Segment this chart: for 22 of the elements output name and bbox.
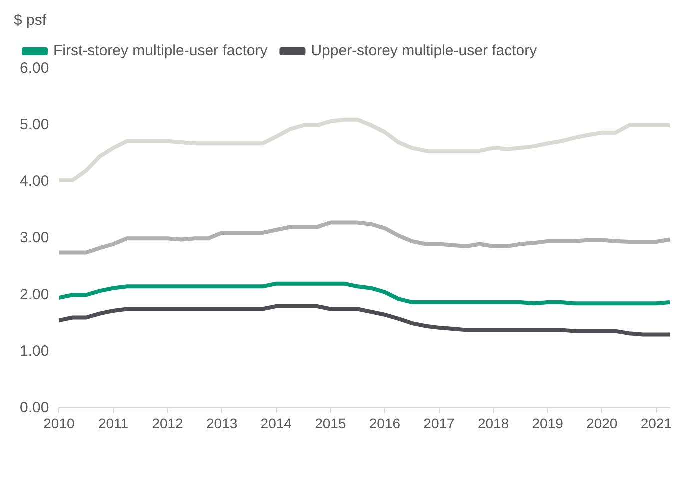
legend-label: Upper-storey multiple-user factory bbox=[311, 42, 538, 60]
x-tick-label: 2018 bbox=[478, 415, 510, 432]
y-tick-label: 0.00 bbox=[20, 399, 50, 416]
x-tick-label: 2013 bbox=[206, 415, 238, 432]
x-tick-label: 2017 bbox=[424, 415, 456, 432]
x-tick-label: 2020 bbox=[586, 415, 618, 432]
y-tick-label: 5.00 bbox=[20, 116, 50, 134]
x-tick-label: 2021 bbox=[640, 415, 672, 432]
y-tick-label: 2.00 bbox=[20, 286, 50, 304]
y-tick-label: 6.00 bbox=[20, 60, 50, 78]
x-tick-label: 2010 bbox=[44, 415, 75, 432]
x-tick-label: 2011 bbox=[98, 415, 129, 432]
legend-label: First-storey multiple-user factory bbox=[54, 42, 268, 60]
x-tick-label: 2016 bbox=[369, 415, 401, 432]
x-tick-label: 2012 bbox=[152, 415, 184, 432]
x-tick-label: 2014 bbox=[260, 415, 292, 432]
y-tick-label: 4.00 bbox=[20, 173, 50, 190]
y-tick-label: 3.00 bbox=[20, 230, 50, 247]
y-tick-label: 1.00 bbox=[20, 342, 50, 360]
y-axis-title: $ psf bbox=[14, 12, 47, 29]
x-tick-label: 2019 bbox=[532, 415, 564, 432]
x-tick-label: 2015 bbox=[315, 415, 346, 432]
